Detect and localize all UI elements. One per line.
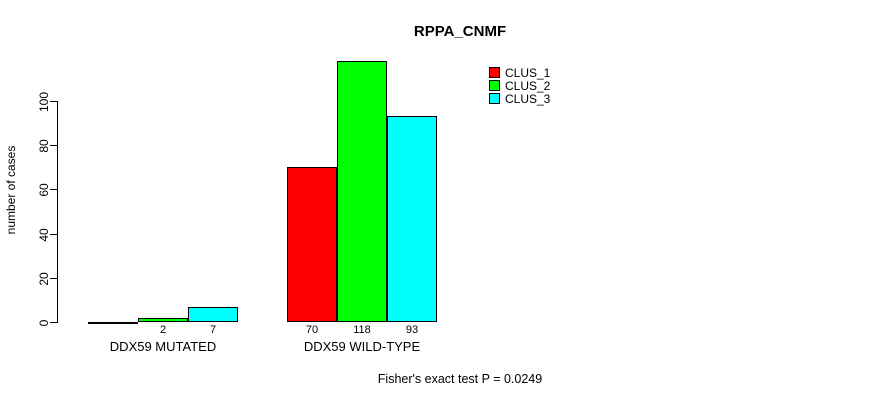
- bar-value-label: 2: [159, 324, 167, 336]
- y-axis-line: [57, 101, 58, 323]
- bar-clus_1-mutated: [88, 322, 138, 324]
- bar-value-label: 93: [405, 324, 419, 336]
- y-tick-label: 0: [37, 319, 51, 326]
- legend-swatch-clus_3: [489, 93, 500, 104]
- y-tick-label: 100: [37, 91, 51, 112]
- y-tick-mark: [50, 189, 57, 190]
- legend-swatch-clus_1: [489, 67, 500, 78]
- legend-label-clus_2: CLUS_2: [505, 79, 551, 93]
- bar-clus_2-wild-type: [337, 61, 387, 322]
- y-tick-mark: [50, 278, 57, 279]
- y-tick-label: 20: [37, 271, 51, 286]
- bar-value-label: 118: [353, 324, 371, 336]
- bar-clus_3-wild-type: [387, 116, 437, 322]
- bar-clus_2-mutated: [138, 318, 188, 322]
- chart-title: RPPA_CNMF: [413, 23, 507, 40]
- y-tick-label: 40: [37, 227, 51, 242]
- x-axis-group-label: DDX59 MUTATED: [109, 339, 217, 354]
- bar-clus_3-mutated: [188, 307, 238, 322]
- y-tick-mark: [50, 145, 57, 146]
- legend-swatch-clus_2: [489, 80, 500, 91]
- y-tick-mark: [50, 101, 57, 102]
- x-axis-group-label: DDX59 WILD-TYPE: [303, 339, 421, 354]
- fisher-test-annotation: Fisher's exact test P = 0.0249: [377, 372, 543, 386]
- bar-value-label: 70: [305, 324, 319, 336]
- y-tick-mark: [50, 234, 57, 235]
- y-tick-label: 80: [37, 138, 51, 153]
- y-tick-mark: [50, 322, 57, 323]
- bar-value-label: 7: [209, 324, 217, 336]
- legend-label-clus_3: CLUS_3: [505, 92, 551, 106]
- y-tick-label: 60: [37, 182, 51, 197]
- legend-label-clus_1: CLUS_1: [505, 66, 551, 80]
- bar-clus_1-wild-type: [287, 167, 337, 322]
